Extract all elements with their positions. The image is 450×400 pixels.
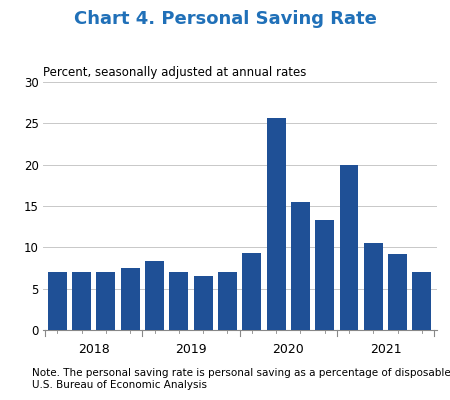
- Bar: [145, 261, 164, 330]
- Bar: [194, 276, 213, 330]
- Bar: [96, 272, 115, 330]
- Bar: [388, 254, 407, 330]
- Bar: [339, 165, 359, 330]
- Bar: [242, 253, 261, 330]
- Bar: [413, 272, 432, 330]
- Text: 2018: 2018: [78, 343, 110, 356]
- Bar: [218, 272, 237, 330]
- Bar: [266, 118, 286, 330]
- Text: 2019: 2019: [175, 343, 207, 356]
- Bar: [169, 272, 189, 330]
- Bar: [121, 268, 140, 330]
- Text: 2020: 2020: [272, 343, 304, 356]
- Bar: [291, 202, 310, 330]
- Text: Percent, seasonally adjusted at annual rates: Percent, seasonally adjusted at annual r…: [43, 66, 306, 79]
- Text: Chart 4. Personal Saving Rate: Chart 4. Personal Saving Rate: [73, 10, 377, 28]
- Text: 2021: 2021: [369, 343, 401, 356]
- Bar: [48, 272, 67, 330]
- Bar: [315, 220, 334, 330]
- Bar: [72, 272, 91, 330]
- Bar: [364, 243, 383, 330]
- Text: Note. The personal saving rate is personal saving as a percentage of disposable : Note. The personal saving rate is person…: [32, 368, 450, 390]
